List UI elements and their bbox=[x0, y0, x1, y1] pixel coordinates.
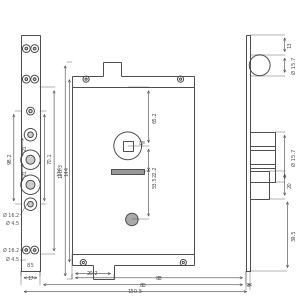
Text: 53.5: 53.5 bbox=[153, 177, 158, 188]
Text: 22.2: 22.2 bbox=[153, 165, 158, 177]
Bar bbox=[111, 169, 144, 174]
Text: 80: 80 bbox=[140, 283, 146, 287]
Text: 39.5: 39.5 bbox=[292, 229, 297, 241]
Text: Ø 15.7: Ø 15.7 bbox=[292, 57, 297, 74]
Bar bbox=[246, 35, 250, 271]
Bar bbox=[21, 35, 40, 271]
Circle shape bbox=[26, 155, 35, 164]
Text: 65.2: 65.2 bbox=[153, 111, 158, 122]
Bar bbox=[250, 171, 269, 199]
Text: 98.2: 98.2 bbox=[7, 152, 12, 164]
Text: 17: 17 bbox=[27, 276, 34, 280]
Circle shape bbox=[28, 132, 33, 137]
Circle shape bbox=[29, 110, 32, 113]
Bar bbox=[250, 150, 275, 164]
Circle shape bbox=[28, 201, 33, 207]
Text: □8: □8 bbox=[139, 140, 146, 144]
Text: 174: 174 bbox=[57, 166, 62, 176]
Circle shape bbox=[33, 78, 36, 80]
Text: 88: 88 bbox=[156, 276, 162, 280]
Bar bbox=[72, 88, 194, 254]
Bar bbox=[123, 141, 133, 151]
Text: 20: 20 bbox=[288, 182, 293, 188]
Text: 13: 13 bbox=[288, 41, 293, 48]
Text: Ø 4.5: Ø 4.5 bbox=[6, 221, 20, 226]
Text: 3: 3 bbox=[246, 283, 250, 287]
Text: 21: 21 bbox=[23, 169, 28, 175]
Bar bbox=[250, 168, 275, 182]
Circle shape bbox=[126, 213, 138, 226]
Text: 21: 21 bbox=[23, 144, 28, 151]
Text: Ø 16.2: Ø 16.2 bbox=[3, 213, 20, 218]
Text: Ø 4.5: Ø 4.5 bbox=[6, 257, 20, 262]
Text: 20.2: 20.2 bbox=[87, 272, 99, 276]
Circle shape bbox=[25, 78, 28, 80]
Circle shape bbox=[26, 180, 35, 189]
Text: 150.5: 150.5 bbox=[128, 290, 143, 295]
Circle shape bbox=[33, 249, 36, 251]
Text: 128.3: 128.3 bbox=[58, 163, 64, 178]
Circle shape bbox=[25, 249, 28, 251]
Text: 70.1: 70.1 bbox=[47, 152, 52, 164]
Text: Ø 16.2: Ø 16.2 bbox=[3, 248, 20, 253]
Text: 144: 144 bbox=[65, 166, 70, 176]
Circle shape bbox=[33, 47, 36, 50]
Text: Ø 15.7: Ø 15.7 bbox=[292, 148, 297, 166]
Circle shape bbox=[25, 47, 28, 50]
Text: 8.5: 8.5 bbox=[27, 263, 34, 268]
Bar bbox=[250, 132, 275, 146]
